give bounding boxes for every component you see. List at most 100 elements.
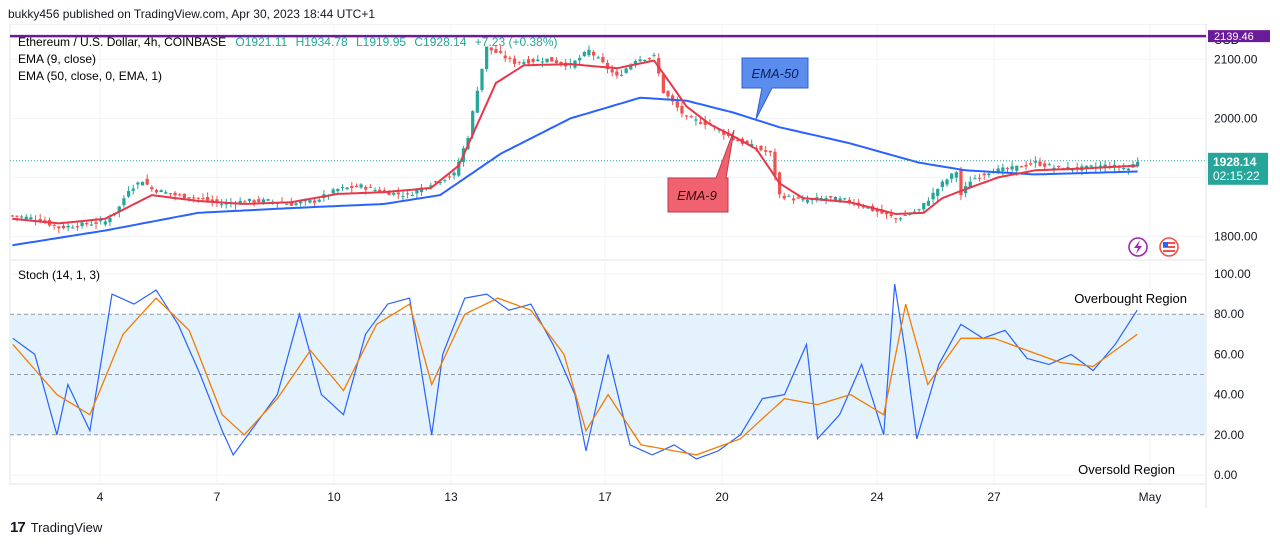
candle-body xyxy=(452,172,456,176)
chart-canvas[interactable]: Ethereum / U.S. Dollar, 4h, COINBASE O19… xyxy=(0,24,1280,514)
candle-body xyxy=(638,59,642,62)
legend-stoch: Stoch (14, 1, 3) xyxy=(18,268,100,282)
candle-body xyxy=(475,90,479,113)
candle-body xyxy=(824,198,828,200)
candle-body xyxy=(108,218,112,223)
candle-body xyxy=(415,189,419,194)
candle-body xyxy=(791,198,796,201)
candle-body xyxy=(359,184,363,188)
time-tick-label: 7 xyxy=(214,490,221,504)
candle-body xyxy=(1038,161,1042,166)
candle-body xyxy=(531,58,535,62)
candle-body xyxy=(1029,163,1033,165)
candle-body xyxy=(136,182,140,185)
candle-body xyxy=(1089,165,1093,167)
candle-body xyxy=(633,61,638,66)
stoch-tick-label: 60.00 xyxy=(1214,347,1244,361)
candle-body xyxy=(99,220,103,222)
candle-body xyxy=(182,193,187,199)
stoch-tick-label: 80.00 xyxy=(1214,307,1244,321)
candle-body xyxy=(968,181,972,188)
candle-body xyxy=(545,58,549,63)
candle-body xyxy=(666,91,670,97)
candle-body xyxy=(1084,165,1089,169)
candle-body xyxy=(1024,164,1028,167)
candle-body xyxy=(299,201,303,204)
candle-body xyxy=(19,216,24,218)
candle-body xyxy=(1001,167,1005,171)
candle-body xyxy=(1122,167,1126,170)
candle-body xyxy=(647,57,652,59)
candle-body xyxy=(782,195,786,199)
time-tick-label: 27 xyxy=(987,490,1001,504)
candle-body xyxy=(773,151,777,176)
candle-body xyxy=(485,46,489,70)
candle-body xyxy=(517,61,521,63)
candle-body xyxy=(903,215,907,217)
candle-body xyxy=(596,57,600,59)
candle-body xyxy=(257,199,261,202)
candle-body xyxy=(698,122,703,124)
legend-line: Ethereum / U.S. Dollar, 4h, COINBASE O19… xyxy=(18,35,558,49)
lightning-icon[interactable] xyxy=(1128,237,1148,257)
candle-body xyxy=(164,192,168,194)
top-price-label-bg xyxy=(1208,30,1270,43)
candle-body xyxy=(1010,166,1014,170)
candle-body xyxy=(1070,169,1075,171)
bar-countdown: 02:15:22 xyxy=(1213,169,1260,183)
legend-ema50: EMA (50, close, 0, EMA, 1) xyxy=(18,69,162,83)
candle-body xyxy=(680,106,684,114)
candle-body xyxy=(201,198,205,200)
candle-body xyxy=(1052,167,1056,169)
candle-body xyxy=(1005,168,1010,170)
candle-body xyxy=(75,226,80,228)
candle-body xyxy=(764,150,768,152)
candle-body xyxy=(243,201,247,203)
time-ticks: 4 7 10 13 17 20 24 27 May xyxy=(97,490,1162,504)
us-flag-icon[interactable] xyxy=(1159,237,1179,257)
candle-body xyxy=(57,226,61,229)
candle-body xyxy=(66,225,70,228)
candle-body xyxy=(331,189,335,194)
candle-body xyxy=(140,181,145,186)
candle-body xyxy=(364,186,368,190)
candle-body xyxy=(457,161,461,176)
candle-body xyxy=(85,223,89,225)
price-tick-label: 2000.00 xyxy=(1214,111,1258,125)
candle-body xyxy=(387,192,391,196)
candle-body xyxy=(643,59,647,61)
candle-body xyxy=(526,59,531,64)
candle-body xyxy=(931,192,935,200)
stoch-tick-label: 0.00 xyxy=(1214,468,1238,482)
candle-body xyxy=(559,61,563,65)
candle-body xyxy=(671,95,675,102)
candle-body xyxy=(196,197,200,199)
candle-body xyxy=(1047,164,1051,166)
footer-branding: 17 TradingView xyxy=(10,519,102,536)
candle-body xyxy=(419,187,424,193)
candle-body xyxy=(206,197,210,201)
legend-symbol: Ethereum / U.S. Dollar, 4h, COINBASE xyxy=(18,35,226,49)
candle-body xyxy=(1043,163,1047,167)
candle-body xyxy=(405,193,410,195)
time-tick-label: May xyxy=(1139,490,1162,504)
candle-body xyxy=(24,216,28,219)
candle-body xyxy=(582,52,586,57)
ema9-line xyxy=(12,59,1138,225)
candle-body xyxy=(187,197,191,199)
candle-body xyxy=(796,197,800,199)
candle-body xyxy=(285,203,289,205)
candle-body xyxy=(805,200,810,203)
candle-body xyxy=(103,221,107,225)
candle-body xyxy=(629,64,633,70)
candle-body xyxy=(126,190,131,197)
candle-body xyxy=(1056,165,1061,167)
candle-body xyxy=(480,68,484,90)
candle-body xyxy=(266,199,270,201)
candle-body xyxy=(401,196,405,198)
published-caption: bukky456 published on TradingView.com, A… xyxy=(8,7,376,21)
candle-body xyxy=(392,192,396,195)
time-tick-label: 20 xyxy=(715,490,729,504)
oversold-label: Oversold Region xyxy=(1078,462,1175,477)
candle-body xyxy=(1033,161,1037,163)
